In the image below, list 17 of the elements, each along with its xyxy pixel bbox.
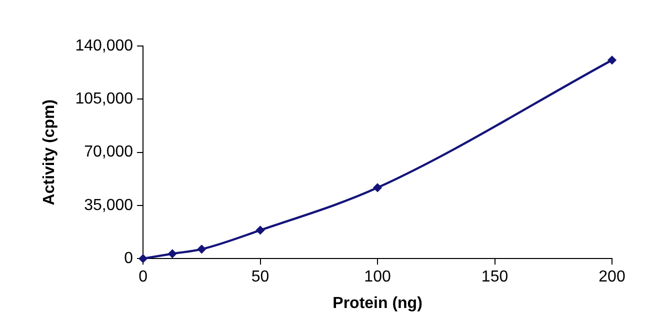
x-tick-label: 100 — [364, 268, 391, 286]
x-axis-title: Protein (ng) — [332, 294, 422, 312]
point — [373, 184, 382, 192]
x-tick-label: 0 — [138, 268, 148, 286]
x-tick-label: 150 — [481, 268, 508, 286]
y-axis-title: Activity (cpm) — [41, 99, 58, 206]
x-tick-label: 50 — [251, 268, 270, 286]
y-tick-label: 105,000 — [75, 90, 134, 108]
y-tick-label: 35,000 — [84, 196, 134, 214]
y-tick-label: 140,000 — [75, 37, 134, 54]
point — [168, 250, 176, 258]
point — [198, 245, 206, 254]
point — [256, 226, 264, 234]
y-tick-label: 70,000 — [84, 144, 134, 161]
point — [608, 56, 616, 64]
x-tick-label: 200 — [598, 268, 626, 286]
y-tick-label: 0 — [124, 250, 134, 268]
